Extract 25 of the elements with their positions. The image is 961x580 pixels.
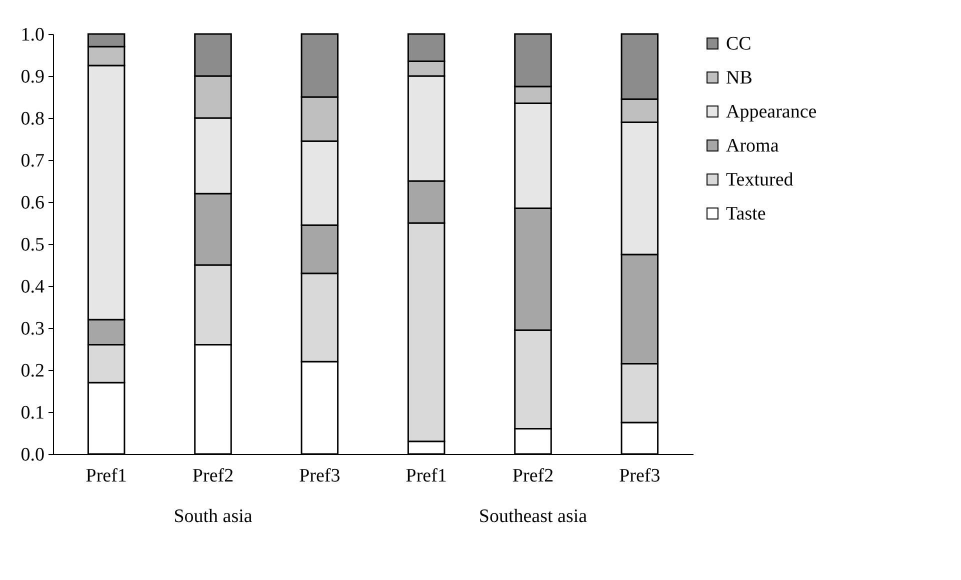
- x-tick-label: Pref3: [619, 466, 660, 486]
- text: Southeast asia: [478, 506, 588, 527]
- y-tick-label: 0.7: [20, 150, 44, 172]
- legend-label: NB: [726, 68, 752, 88]
- y-tick-label: 0.8: [20, 108, 44, 130]
- y-tick-label: 0.3: [20, 318, 44, 340]
- x-tick-label: Pref2: [512, 466, 554, 486]
- legend-label: Taste: [726, 204, 766, 224]
- y-tick-label: 0.1: [20, 402, 44, 424]
- text: South asia: [174, 506, 253, 527]
- legend-label: Appearance: [726, 102, 817, 122]
- y-tick-label: 0.9: [20, 66, 44, 88]
- y-tick-label: 0.6: [20, 192, 44, 214]
- legend-label: Textured: [726, 170, 794, 190]
- x-tick-label: Pref1: [86, 466, 127, 486]
- y-tick-label: 0.2: [20, 360, 44, 382]
- x-tick-label: Pref1: [406, 466, 447, 486]
- legend-label: Aroma: [726, 136, 780, 156]
- y-tick-label: 1.0: [20, 24, 44, 46]
- x-tick-label: Pref3: [299, 466, 340, 486]
- y-tick-label: 0.0: [20, 444, 44, 466]
- y-tick-label: 0.4: [20, 276, 45, 298]
- y-tick-label: 0.5: [20, 234, 44, 256]
- x-tick-label: Pref2: [192, 466, 234, 486]
- legend-label: CC: [726, 34, 752, 54]
